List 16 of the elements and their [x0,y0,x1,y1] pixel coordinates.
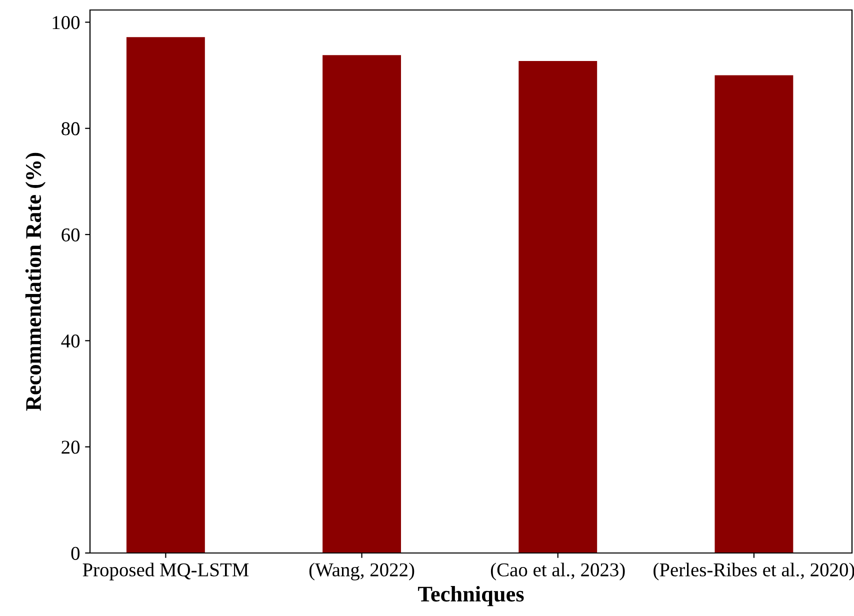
x-tick-label: (Cao et al., 2023) [490,562,625,580]
bar [126,37,205,553]
bar [322,55,401,553]
y-axis-title: Recommendation Rate (%) [25,152,46,411]
x-tick-label: Proposed MQ-LSTM [82,562,249,580]
y-tick-label: 60 [62,228,80,242]
y-tick-label: 100 [52,16,80,30]
x-axis-title: Techniques [418,586,524,606]
y-tick-label: 40 [61,334,80,348]
bar [714,75,794,553]
y-tick-label: 80 [62,122,80,136]
bar [518,60,598,553]
y-tick-label: 20 [62,440,80,454]
y-tick-label: 0 [71,546,80,560]
x-tick-label: (Wang, 2022) [309,562,414,580]
x-tick-label: (Perles-Ribes et al., 2020) [654,562,854,580]
